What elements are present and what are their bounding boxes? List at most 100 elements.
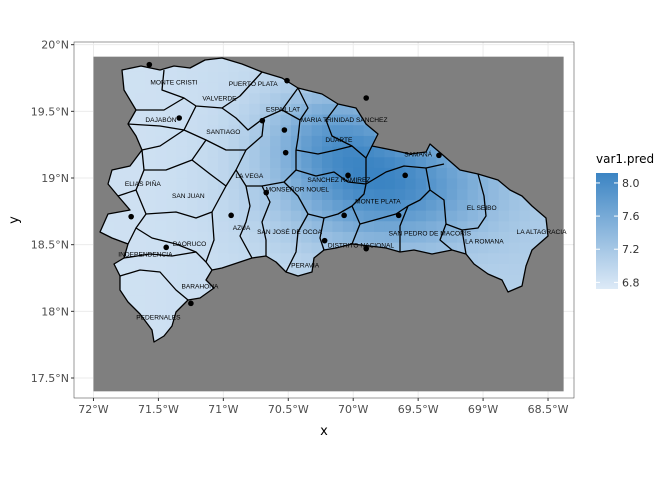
raster-cell — [135, 306, 147, 318]
raster-cell — [259, 92, 271, 104]
raster-cell — [509, 231, 521, 243]
raster-cell — [270, 210, 282, 222]
raster-cell — [415, 210, 427, 222]
raster-cell — [145, 274, 157, 286]
raster-cell — [145, 135, 157, 147]
raster-cell — [415, 178, 427, 190]
raster-cell — [155, 92, 167, 104]
raster-cell — [374, 210, 385, 222]
raster-cell — [342, 103, 354, 115]
raster-cell — [218, 146, 230, 158]
raster-cell — [353, 114, 365, 126]
raster-cell — [135, 295, 147, 307]
raster-cell — [207, 114, 219, 126]
boundary-line — [123, 251, 197, 259]
raster-cell — [135, 188, 147, 200]
raster-cell — [186, 103, 198, 115]
boundary-line — [283, 181, 309, 273]
raster-cell — [166, 135, 178, 147]
raster-cell — [322, 135, 334, 147]
raster-cell — [166, 263, 178, 275]
raster-cell — [207, 188, 219, 200]
raster-cell — [290, 263, 302, 275]
raster-cell — [176, 114, 188, 126]
raster-cell — [124, 284, 136, 296]
raster-cell — [259, 135, 271, 147]
raster-cell — [259, 114, 271, 126]
raster-cell — [166, 252, 178, 264]
raster-cell — [166, 167, 178, 179]
raster-cell — [249, 114, 261, 126]
raster-cell — [197, 220, 209, 232]
raster-cell — [155, 188, 167, 200]
x-axis: 72°W 71.5°W 71°W 70.5°W 70°W 69.5°W 69°W 68.5°W — [78, 398, 569, 416]
raster-cell — [249, 167, 261, 179]
raster-cell — [228, 220, 240, 232]
raster-cell — [322, 242, 334, 254]
raster-cell — [155, 114, 167, 126]
raster-cell — [322, 188, 334, 200]
raster-cell — [186, 220, 198, 232]
raster-cell — [311, 124, 323, 136]
raster-cell — [228, 114, 240, 126]
raster-cell — [332, 199, 344, 211]
station-point — [281, 127, 288, 133]
raster-cell — [342, 146, 354, 158]
raster-cell — [280, 220, 292, 232]
raster-cell — [270, 156, 282, 168]
raster-cell — [477, 231, 489, 243]
province-label: ESPAILLAT — [266, 106, 300, 113]
raster-cell — [207, 60, 219, 72]
raster-cell — [197, 103, 209, 115]
raster-cell — [135, 274, 147, 286]
station-point — [345, 172, 351, 179]
raster-cell — [259, 146, 271, 158]
raster-cell — [498, 210, 510, 222]
station-point — [163, 244, 170, 251]
raster-cell — [498, 199, 510, 211]
raster-cell — [197, 124, 209, 136]
raster-cell — [155, 263, 167, 275]
raster-cell — [207, 178, 219, 190]
raster-cell — [186, 284, 198, 296]
raster-cell — [197, 263, 209, 275]
raster-cell — [155, 146, 167, 158]
raster-cell — [332, 135, 344, 147]
raster-cell — [155, 178, 167, 190]
raster-cell — [218, 124, 230, 136]
raster-cell — [436, 188, 448, 200]
raster-cell — [186, 71, 198, 83]
raster-cell — [488, 188, 500, 200]
province-label: LA ROMANA — [465, 238, 504, 245]
raster-cell — [155, 231, 167, 243]
raster-cell — [332, 103, 344, 115]
raster-cell — [290, 210, 302, 222]
raster-cell — [207, 103, 219, 115]
raster-cell — [301, 124, 313, 136]
raster-cell — [290, 231, 302, 243]
raster-cell — [176, 284, 188, 296]
raster-cell — [259, 71, 271, 83]
raster-cell — [436, 178, 448, 190]
raster-cell — [238, 71, 250, 83]
raster-cell — [155, 199, 167, 211]
raster-cell — [270, 199, 282, 211]
raster-cell — [135, 156, 147, 168]
raster-cell — [259, 220, 271, 232]
legend: var1.pred 6.8 7.2 7.6 8.0 — [596, 152, 654, 289]
x-tick-label: 70.5°W — [268, 403, 309, 416]
raster-cell — [311, 114, 323, 126]
raster-cell — [519, 220, 531, 232]
raster-cell — [218, 114, 230, 126]
raster-cell — [238, 124, 250, 136]
boundary-line — [127, 189, 147, 245]
raster-cell — [145, 210, 157, 222]
raster-cell — [155, 156, 167, 168]
raster-cell — [176, 178, 188, 190]
raster-cell — [425, 210, 437, 222]
boundary-line — [359, 167, 431, 225]
raster-cell — [186, 156, 198, 168]
raster-cell — [166, 242, 178, 254]
raster-cell — [145, 156, 157, 168]
boundary-line — [295, 145, 353, 155]
